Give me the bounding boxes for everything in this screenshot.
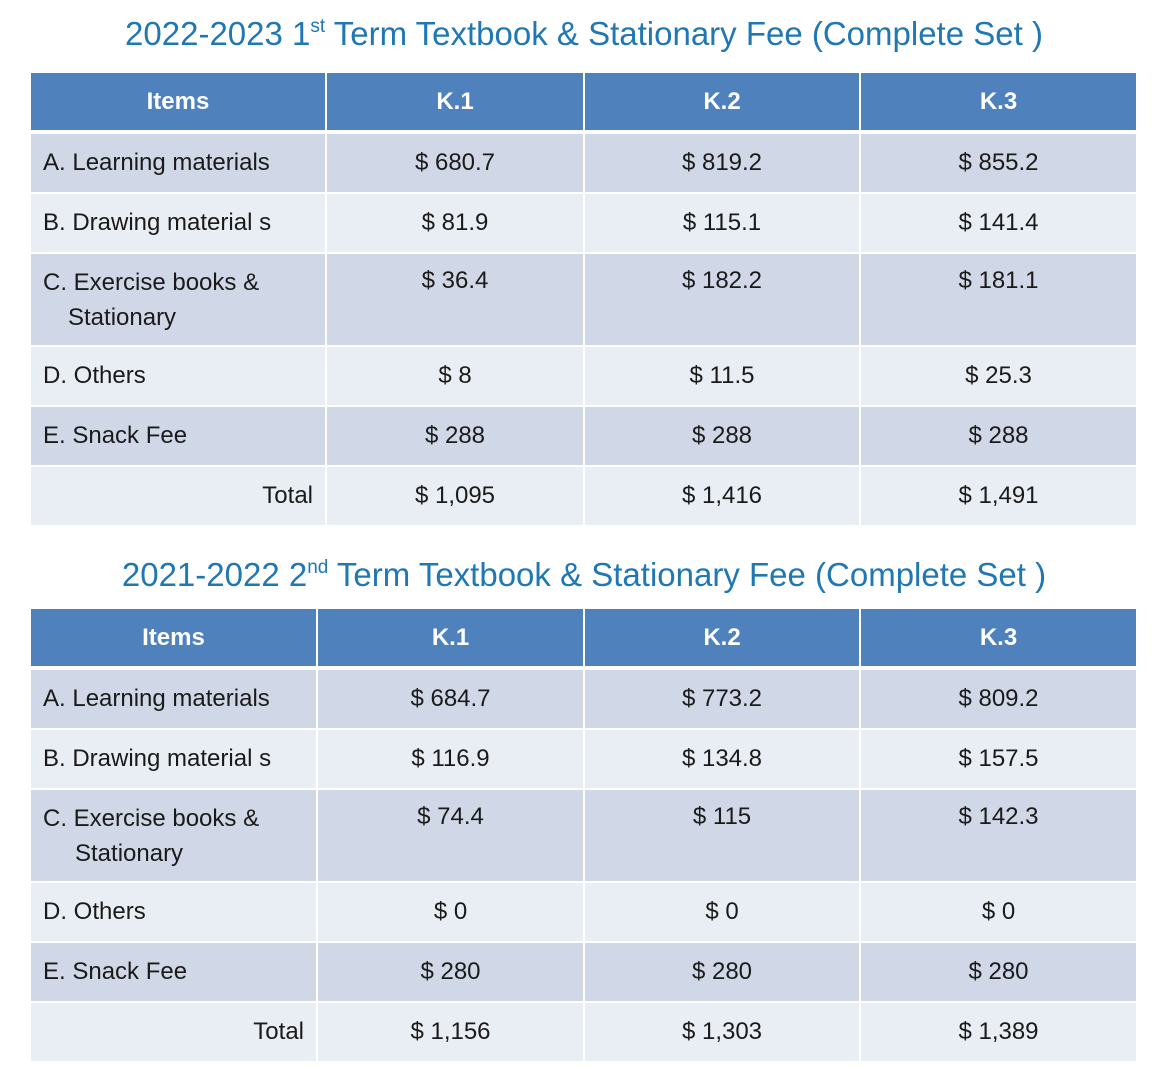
k2-fee: $ 0 bbox=[584, 882, 861, 943]
table-row: C. Exercise books & Stationary $ 36.4 $ … bbox=[31, 253, 1136, 347]
item-label: C. Exercise books & Stationary bbox=[31, 253, 327, 347]
item-label: D. Others bbox=[31, 346, 327, 407]
total-label: Total bbox=[31, 466, 327, 527]
item-label-line1: C. Exercise books & bbox=[43, 269, 260, 296]
k2-fee: $ 182.2 bbox=[584, 253, 861, 347]
column-header-items: Items bbox=[31, 73, 327, 134]
fee-table-title: 2022-2023 1st Term Textbook & Stationary… bbox=[0, 14, 1168, 60]
header-row: Items K.1 K.2 K.3 bbox=[31, 73, 1136, 134]
k1-fee: $ 81.9 bbox=[326, 193, 585, 254]
fee-table: Items K.1 K.2 K.3 A. Learning materials … bbox=[31, 73, 1136, 527]
k3-fee: $ 157.5 bbox=[860, 729, 1136, 790]
column-header-k3: K.3 bbox=[860, 609, 1136, 670]
table-row: D. Others $ 0 $ 0 $ 0 bbox=[31, 882, 1136, 943]
k1-fee: $ 280 bbox=[317, 942, 585, 1003]
item-label-line2: Stationary bbox=[75, 840, 184, 867]
k1-fee: $ 288 bbox=[326, 406, 585, 467]
k3-fee: $ 855.2 bbox=[860, 132, 1136, 194]
k1-fee: $ 684.7 bbox=[317, 668, 585, 730]
k2-fee: $ 115 bbox=[584, 789, 861, 883]
title-ordinal-suffix: nd bbox=[307, 557, 329, 578]
k3-fee: $ 25.3 bbox=[860, 346, 1136, 407]
k3-fee: $ 0 bbox=[860, 882, 1136, 943]
k1-fee: $ 74.4 bbox=[317, 789, 585, 883]
item-label: E. Snack Fee bbox=[31, 942, 318, 1003]
title-ordinal-suffix: st bbox=[310, 16, 326, 37]
item-label-line1: C. Exercise books & bbox=[43, 805, 260, 832]
k2-total: $ 1,416 bbox=[584, 466, 861, 527]
column-header-k2: K.2 bbox=[584, 609, 861, 670]
table-row: C. Exercise books & Stationary $ 74.4 $ … bbox=[31, 789, 1136, 883]
k1-fee: $ 116.9 bbox=[317, 729, 585, 790]
k3-fee: $ 288 bbox=[860, 406, 1136, 467]
table-row: A. Learning materials $ 684.7 $ 773.2 $ … bbox=[31, 668, 1136, 730]
title-prefix: 2021-2022 2 bbox=[121, 556, 308, 593]
column-header-items: Items bbox=[31, 609, 318, 670]
k1-total: $ 1,156 bbox=[317, 1002, 585, 1063]
k2-fee: $ 280 bbox=[584, 942, 861, 1003]
fee-table-title: 2021-2022 2nd Term Textbook & Stationary… bbox=[0, 555, 1168, 601]
k1-total: $ 1,095 bbox=[326, 466, 585, 527]
k2-fee: $ 773.2 bbox=[584, 668, 861, 730]
k3-total: $ 1,491 bbox=[860, 466, 1136, 527]
item-label: D. Others bbox=[31, 882, 318, 943]
title-suffix: Term Textbook & Stationary Fee (Complete… bbox=[328, 556, 1047, 593]
k3-fee: $ 809.2 bbox=[860, 668, 1136, 730]
k2-fee: $ 819.2 bbox=[584, 132, 861, 194]
column-header-k1: K.1 bbox=[326, 73, 585, 134]
item-label: B. Drawing material s bbox=[31, 729, 318, 790]
item-label: E. Snack Fee bbox=[31, 406, 327, 467]
k2-fee: $ 11.5 bbox=[584, 346, 861, 407]
title-prefix: 2022-2023 1 bbox=[125, 15, 311, 52]
item-label: C. Exercise books & Stationary bbox=[31, 789, 318, 883]
table-row: A. Learning materials $ 680.7 $ 819.2 $ … bbox=[31, 132, 1136, 194]
header-row: Items K.1 K.2 K.3 bbox=[31, 609, 1136, 670]
k1-fee: $ 680.7 bbox=[326, 132, 585, 194]
k3-total: $ 1,389 bbox=[860, 1002, 1136, 1063]
k3-fee: $ 141.4 bbox=[860, 193, 1136, 254]
k1-fee: $ 36.4 bbox=[326, 253, 585, 347]
k2-fee: $ 288 bbox=[584, 406, 861, 467]
item-label: A. Learning materials bbox=[31, 132, 327, 194]
k3-fee: $ 181.1 bbox=[860, 253, 1136, 347]
k2-fee: $ 134.8 bbox=[584, 729, 861, 790]
total-row: Total $ 1,156 $ 1,303 $ 1,389 bbox=[31, 1002, 1136, 1063]
k2-fee: $ 115.1 bbox=[584, 193, 861, 254]
total-row: Total $ 1,095 $ 1,416 $ 1,491 bbox=[31, 466, 1136, 527]
item-label-line2: Stationary bbox=[68, 304, 177, 331]
k2-total: $ 1,303 bbox=[584, 1002, 861, 1063]
table-row: D. Others $ 8 $ 11.5 $ 25.3 bbox=[31, 346, 1136, 407]
table-row: B. Drawing material s $ 116.9 $ 134.8 $ … bbox=[31, 729, 1136, 790]
k3-fee: $ 142.3 bbox=[860, 789, 1136, 883]
item-label: B. Drawing material s bbox=[31, 193, 327, 254]
k1-fee: $ 0 bbox=[317, 882, 585, 943]
k3-fee: $ 280 bbox=[860, 942, 1136, 1003]
item-label: A. Learning materials bbox=[31, 668, 318, 730]
title-suffix: Term Textbook & Stationary Fee (Complete… bbox=[325, 15, 1043, 52]
table-row: E. Snack Fee $ 288 $ 288 $ 288 bbox=[31, 406, 1136, 467]
table-row: B. Drawing material s $ 81.9 $ 115.1 $ 1… bbox=[31, 193, 1136, 254]
column-header-k1: K.1 bbox=[317, 609, 585, 670]
table-row: E. Snack Fee $ 280 $ 280 $ 280 bbox=[31, 942, 1136, 1003]
fee-table: Items K.1 K.2 K.3 A. Learning materials … bbox=[31, 609, 1136, 1063]
column-header-k3: K.3 bbox=[860, 73, 1136, 134]
total-label: Total bbox=[31, 1002, 318, 1063]
column-header-k2: K.2 bbox=[584, 73, 861, 134]
k1-fee: $ 8 bbox=[326, 346, 585, 407]
